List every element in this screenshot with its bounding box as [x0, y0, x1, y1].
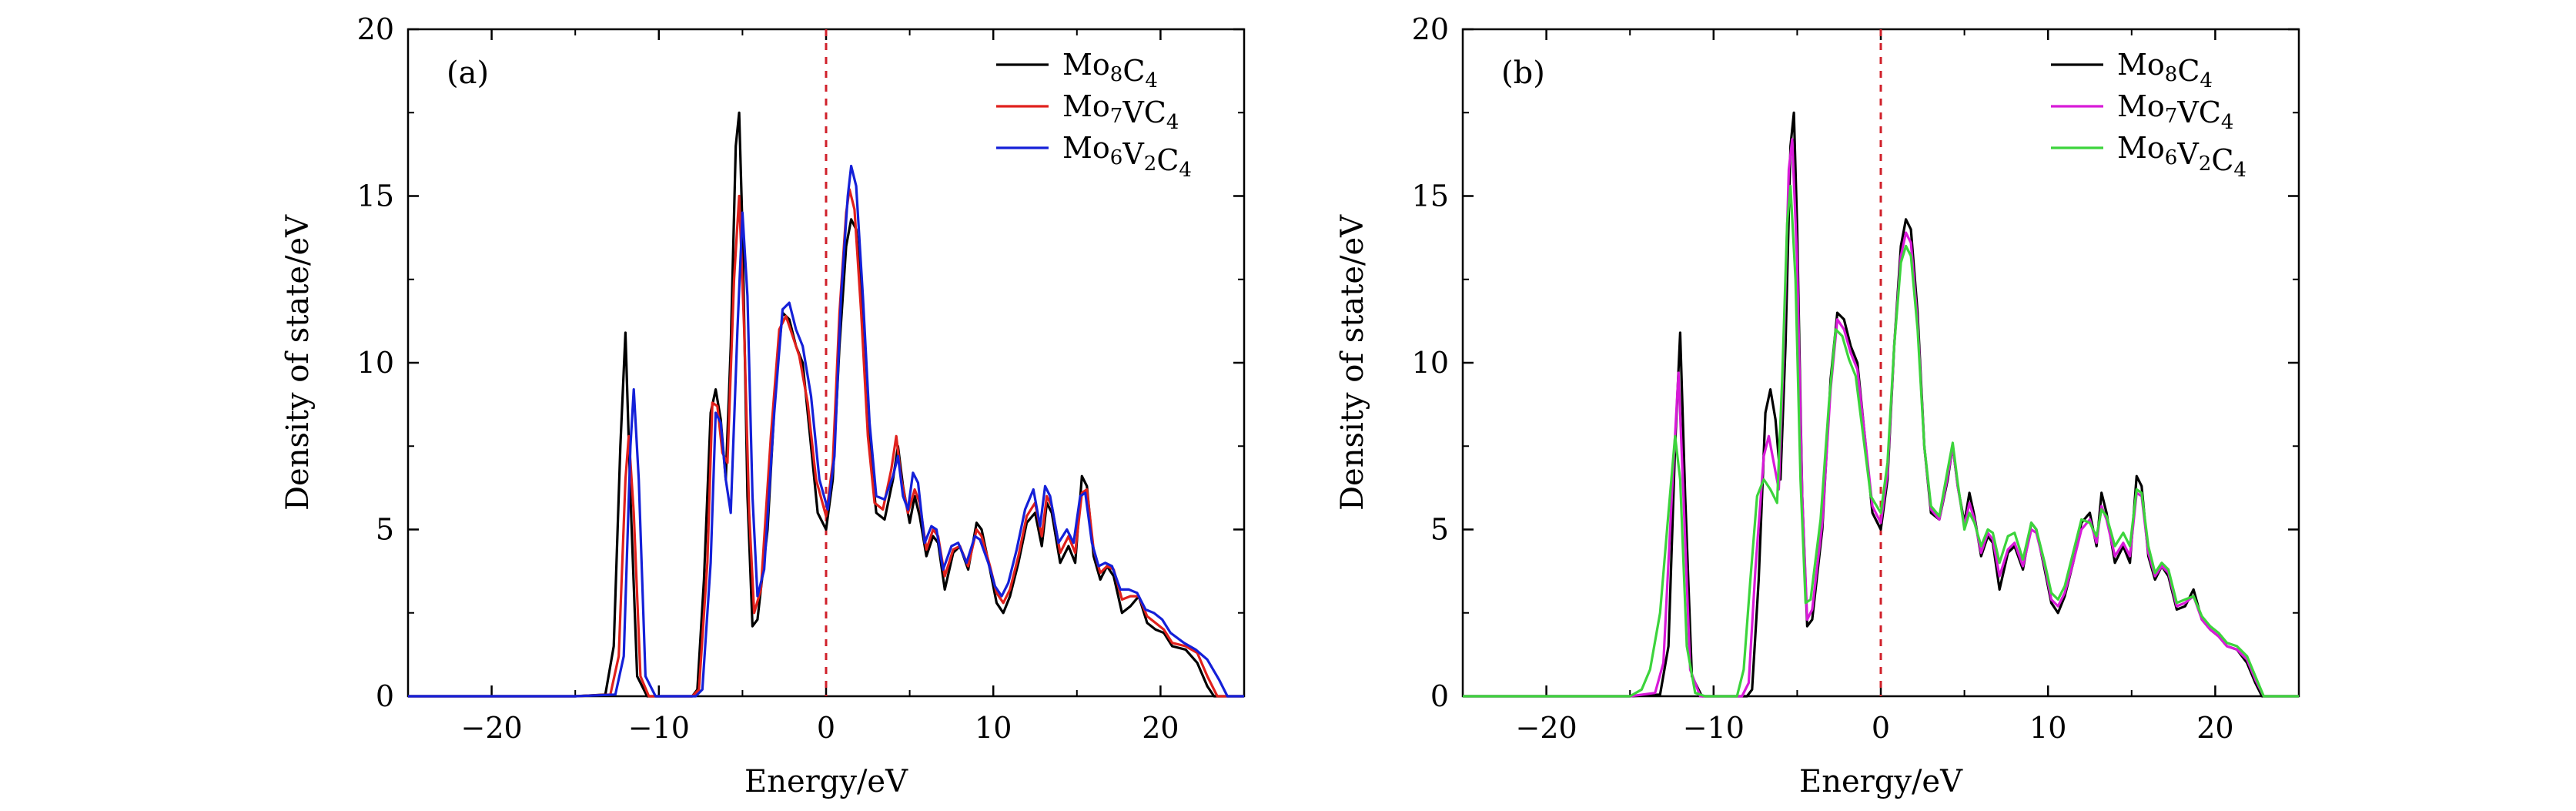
y-tick-label: 5 [376, 513, 394, 547]
y-tick-label: 10 [1412, 346, 1449, 380]
x-tick-label: 0 [817, 711, 835, 745]
x-axis-label: Energy/eV [1799, 764, 1963, 799]
axis-ticks: −20 −10 0 10 20 0 5 10 15 20 [357, 12, 1245, 745]
y-tick-label: 20 [357, 12, 394, 46]
series-line-mo6v2c4 [1463, 184, 2299, 698]
x-tick-label: −10 [628, 711, 690, 745]
y-tick-label: 5 [1430, 513, 1449, 547]
y-tick-label: 20 [1412, 12, 1449, 46]
y-tick-label: 10 [357, 346, 394, 380]
panel-label-a: (a) [447, 55, 489, 91]
x-tick-label: −20 [460, 711, 522, 745]
y-axis-label: Density of state/eV [280, 214, 316, 511]
panel-label-b: (b) [1501, 55, 1545, 91]
x-tick-label: −10 [1683, 711, 1745, 745]
y-tick-label: 0 [376, 679, 394, 713]
x-tick-label: 20 [1142, 711, 1179, 745]
legend-entry: Mo6V2C4 [2117, 131, 2246, 182]
y-tick-label: 15 [1412, 179, 1449, 213]
legend-entry: Mo7VC4 [1062, 89, 1179, 134]
series-lines [408, 111, 1244, 698]
series-lines [1463, 111, 2299, 698]
x-tick-label: 10 [2029, 711, 2066, 745]
legend-entry: Mo6V2C4 [1062, 131, 1192, 182]
x-tick-label: 10 [975, 711, 1012, 745]
panel-b: −20 −10 0 10 20 0 5 10 15 20 (b) Mo8C4Mo7VC4Mo6V2… [1335, 12, 2300, 799]
y-tick-label: 15 [357, 179, 394, 213]
y-axis-label: Density of state/eV [1335, 214, 1370, 511]
x-tick-label: 0 [1872, 711, 1890, 745]
legend-entry: Mo8C4 [2117, 48, 2213, 92]
legend-entry: Mo8C4 [1062, 48, 1158, 92]
axis-ticks: −20 −10 0 10 20 0 5 10 15 20 [1412, 12, 2300, 745]
x-tick-label: −20 [1515, 711, 1577, 745]
x-tick-label: 20 [2196, 711, 2233, 745]
y-tick-label: 0 [1430, 679, 1449, 713]
series-line-mo6v2c4 [408, 164, 1244, 698]
legend-entry: Mo7VC4 [2117, 89, 2233, 134]
x-axis-label: Energy/eV [744, 764, 908, 799]
panel-a: −20 −10 0 10 20 0 5 10 15 20 (a) Mo8C4Mo7VC4Mo6V2… [280, 12, 1246, 799]
